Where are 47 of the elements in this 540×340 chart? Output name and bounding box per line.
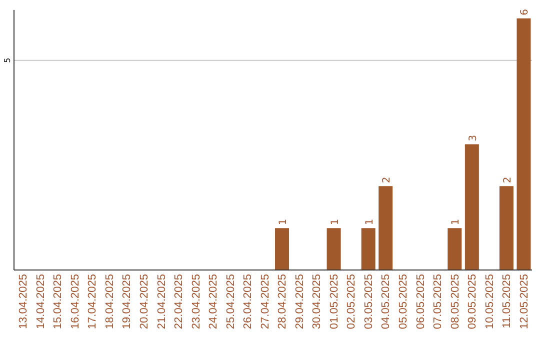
x-tick-label: 24.04.2025 [208, 274, 220, 330]
x-tick-label: 04.05.2025 [380, 274, 392, 330]
x-tick-label: 06.05.2025 [414, 274, 427, 330]
x-tick-label: 12.05.2025 [518, 274, 530, 330]
bar [378, 186, 393, 270]
x-tick-label: 14.04.2025 [34, 274, 47, 330]
x-tick-label: 25.04.2025 [224, 274, 237, 330]
x-tick-label: 11.05.2025 [501, 274, 514, 328]
x-tick-label: 21.04.2025 [156, 274, 168, 330]
x-tick-label: 03.05.2025 [362, 274, 375, 330]
x-tick-label: 05.05.2025 [398, 274, 410, 330]
y-tick-label: 5 [3, 58, 12, 63]
x-tick-label: 02.05.2025 [346, 274, 358, 330]
data-label: 2 [382, 176, 393, 184]
data-label: 1 [330, 218, 341, 226]
x-tick-label: 16.04.2025 [69, 274, 82, 330]
x-tick-label: 26.04.2025 [242, 274, 254, 330]
x-tick-label: 13.04.2025 [18, 274, 30, 330]
bar [275, 228, 289, 270]
bar [326, 228, 341, 270]
x-tick-label: 07.05.2025 [432, 274, 444, 330]
x-tick-label: 30.04.2025 [311, 274, 324, 330]
x-tick-label: 20.04.2025 [138, 274, 150, 330]
bar [464, 144, 479, 270]
x-tick-label: 28.04.2025 [276, 274, 289, 330]
x-tick-label: 09.05.2025 [466, 274, 479, 330]
x-tick-label: 17.04.2025 [86, 274, 99, 330]
data-label: 2 [502, 176, 514, 184]
bar [499, 186, 514, 270]
data-label: 1 [278, 218, 289, 226]
data-label: 1 [450, 218, 462, 226]
x-tick-label: 08.05.2025 [449, 274, 462, 330]
bar [448, 228, 462, 270]
x-tick-label: 19.04.2025 [121, 274, 134, 330]
x-tick-label: 15.04.2025 [52, 274, 64, 330]
data-label: 1 [364, 218, 376, 226]
x-tick-label: 23.04.2025 [190, 274, 202, 330]
x-tick-label: 01.05.2025 [328, 274, 340, 330]
x-tick-label: 10.05.2025 [484, 274, 496, 330]
x-tick-label: 18.04.2025 [104, 274, 116, 330]
x-tick-label: 22.04.2025 [173, 274, 186, 330]
x-tick-label: 29.04.2025 [294, 274, 306, 330]
bar [361, 228, 376, 270]
bar [516, 18, 531, 270]
data-label: 3 [468, 134, 479, 142]
x-tick-label: 27.04.2025 [259, 274, 272, 330]
data-label: 6 [520, 9, 531, 16]
